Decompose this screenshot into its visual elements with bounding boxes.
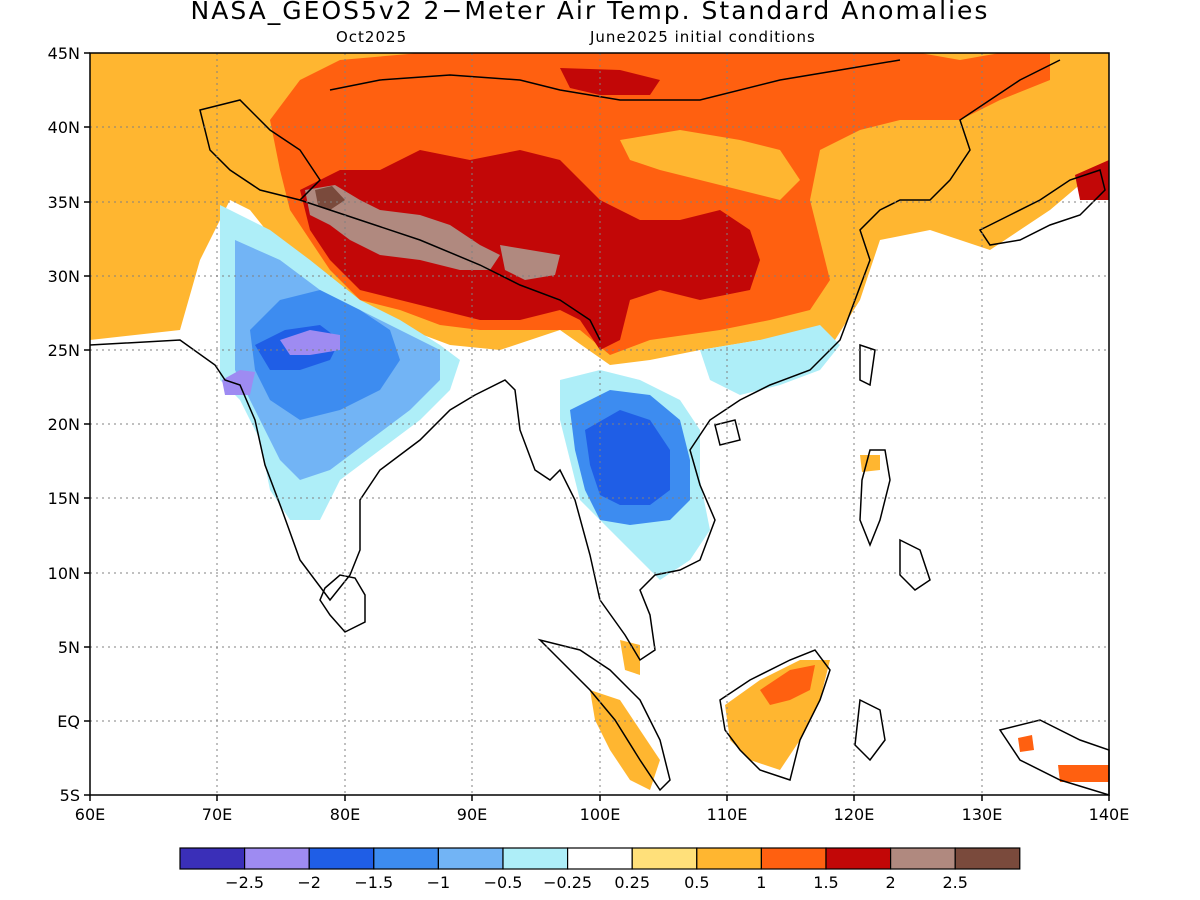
graticule: [90, 53, 1109, 795]
lat-label: 15N: [48, 489, 80, 508]
lat-label: 5S: [60, 786, 80, 805]
colorbar-swatch: [566, 847, 633, 870]
lon-label: 80E: [330, 805, 360, 824]
colorbar-label: 0.25: [614, 873, 650, 892]
colorbar-label: 1.5: [813, 873, 838, 892]
field-cat-1-1.5c: [1058, 765, 1109, 782]
colorbar-label: −0.25: [543, 873, 592, 892]
colorbar-swatch: [889, 847, 956, 870]
colorbar-label: −1: [427, 873, 451, 892]
initial-conditions-label: June2025 initial conditions: [590, 28, 816, 46]
lat-label: 25N: [48, 341, 80, 360]
field-cat-n0.25c: [700, 325, 840, 395]
lat-labels: 45N 40N 35N 30N 25N 20N 15N 10N 5N EQ 5S: [48, 44, 80, 805]
colorbar-swatch: [437, 847, 504, 870]
field-cat-1-1.5b: [760, 665, 815, 705]
colorbar-label: 1: [756, 873, 766, 892]
lat-label: 20N: [48, 415, 80, 434]
lat-label: 10N: [48, 564, 80, 583]
lon-labels: 60E 70E 80E 90E 100E 110E 120E 130E 140E: [75, 805, 1130, 824]
field-cat-2.5-plus: [315, 186, 345, 210]
colorbar-label: 0.5: [684, 873, 709, 892]
lat-label: EQ: [57, 712, 80, 731]
field-cat-0.5-1d: [725, 660, 830, 770]
colorbar-label: 2: [886, 873, 896, 892]
colorbar-label: −2.5: [225, 873, 264, 892]
lon-label: 130E: [962, 805, 1003, 824]
colorbar-swatch: [825, 847, 892, 870]
colorbar-swatch: [760, 847, 827, 870]
lon-label: 120E: [834, 805, 875, 824]
lat-label: 30N: [48, 267, 80, 286]
anomaly-field: [90, 53, 1109, 790]
forecast-month: Oct2025: [336, 28, 408, 46]
colorbar: −2.5 −2 −1.5 −1 −0.5 −0.25 0.25 0.5 1 1.5 2 2.5: [179, 847, 1021, 892]
field-cat-2-2.5b: [500, 245, 560, 280]
lon-label: 60E: [75, 805, 105, 824]
field-cat-n2b: [222, 370, 255, 395]
field-cat-0.5-1c: [620, 130, 800, 200]
tick-marks: [84, 52, 1110, 801]
colorbar-swatch: [696, 847, 762, 870]
lon-label: 70E: [202, 805, 232, 824]
field-cat-n1.5b: [585, 410, 670, 505]
colorbar-swatch: [244, 847, 310, 870]
lat-label: 5N: [58, 638, 80, 657]
field-cat-1.5-2b: [560, 68, 660, 95]
lon-label: 100E: [580, 805, 621, 824]
lat-label: 35N: [48, 193, 80, 212]
colorbar-label: −0.5: [484, 873, 523, 892]
field-cat-0.5-1f: [620, 640, 640, 675]
colorbar-swatch: [373, 847, 439, 870]
field-cat-0.5-1g: [860, 455, 880, 472]
colorbar-label: −1.5: [354, 873, 393, 892]
colorbar-swatch: [954, 847, 1021, 870]
lon-label: 140E: [1089, 805, 1130, 824]
field-cat-1-1.5d: [1018, 735, 1034, 752]
lon-label: 90E: [457, 805, 487, 824]
colorbar-swatch: [179, 847, 246, 870]
colorbar-swatch: [631, 847, 698, 870]
colorbar-label: −2: [297, 873, 321, 892]
colorbar-swatch: [308, 847, 375, 870]
lat-label: 40N: [48, 118, 80, 137]
map-title: NASA_GEOS5v2 2−Meter Air Temp. Standard …: [190, 0, 990, 25]
field-cat-2-2.5a: [305, 185, 500, 270]
colorbar-label: 2.5: [942, 873, 967, 892]
colorbar-swatch: [502, 847, 569, 870]
lon-label: 110E: [707, 805, 748, 824]
field-cat-n2: [280, 330, 340, 355]
field-cat-0.5-1b: [90, 53, 260, 170]
lat-label: 45N: [48, 44, 80, 63]
